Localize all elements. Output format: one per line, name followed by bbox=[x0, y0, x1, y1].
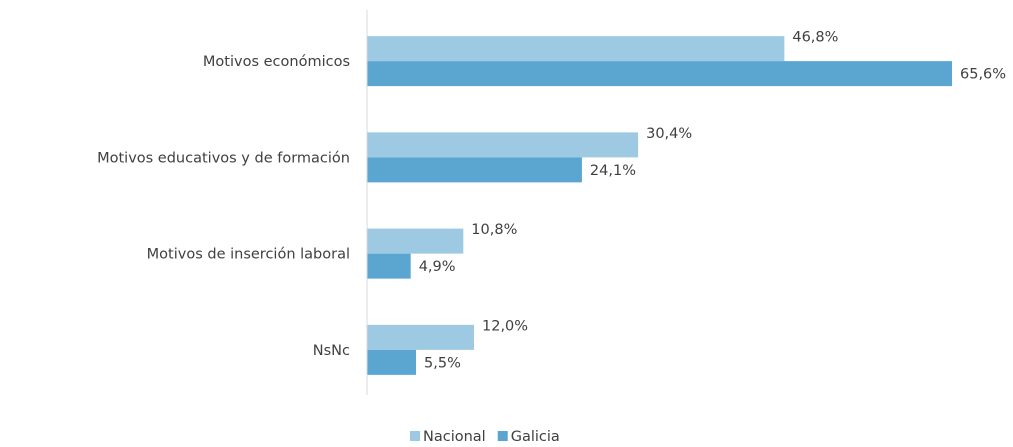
bar bbox=[367, 349, 417, 375]
data-label: 5,5% bbox=[424, 355, 461, 371]
data-label: 65,6% bbox=[960, 67, 1006, 83]
data-label: 46,8% bbox=[792, 30, 838, 46]
bar bbox=[367, 157, 582, 183]
legend-swatch bbox=[497, 431, 508, 441]
bar bbox=[367, 253, 411, 279]
data-label: 30,4% bbox=[646, 126, 692, 142]
bar bbox=[367, 36, 785, 62]
category-label: Motivos económicos bbox=[203, 54, 350, 70]
bar bbox=[367, 228, 464, 254]
category-label: Motivos educativos y de formación bbox=[97, 150, 350, 166]
category-label: Motivos de inserción laboral bbox=[147, 247, 350, 263]
data-label: 4,9% bbox=[419, 259, 456, 275]
data-label: 10,8% bbox=[471, 222, 517, 238]
category-label: NsNc bbox=[313, 343, 350, 359]
data-label: 24,1% bbox=[590, 163, 636, 179]
bar bbox=[367, 132, 639, 158]
data-label: 12,0% bbox=[482, 318, 528, 334]
legend-label: Nacional bbox=[423, 429, 486, 445]
legend-swatch bbox=[410, 431, 420, 441]
legend-label: Galicia bbox=[511, 429, 560, 445]
bar bbox=[367, 61, 952, 87]
bar bbox=[367, 324, 475, 350]
